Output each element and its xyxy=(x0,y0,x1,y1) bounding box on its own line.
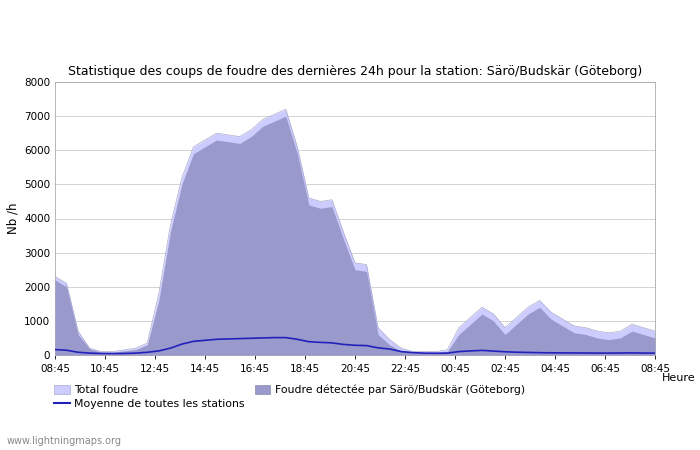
Legend: Total foudre, Moyenne de toutes les stations, Foudre détectée par Särö/Budskär (: Total foudre, Moyenne de toutes les stat… xyxy=(55,385,525,409)
Text: www.lightningmaps.org: www.lightningmaps.org xyxy=(7,436,122,446)
Text: Heure: Heure xyxy=(662,373,696,383)
Title: Statistique des coups de foudre des dernières 24h pour la station: Särö/Budskär : Statistique des coups de foudre des dern… xyxy=(68,65,642,78)
Y-axis label: Nb /h: Nb /h xyxy=(7,203,20,234)
